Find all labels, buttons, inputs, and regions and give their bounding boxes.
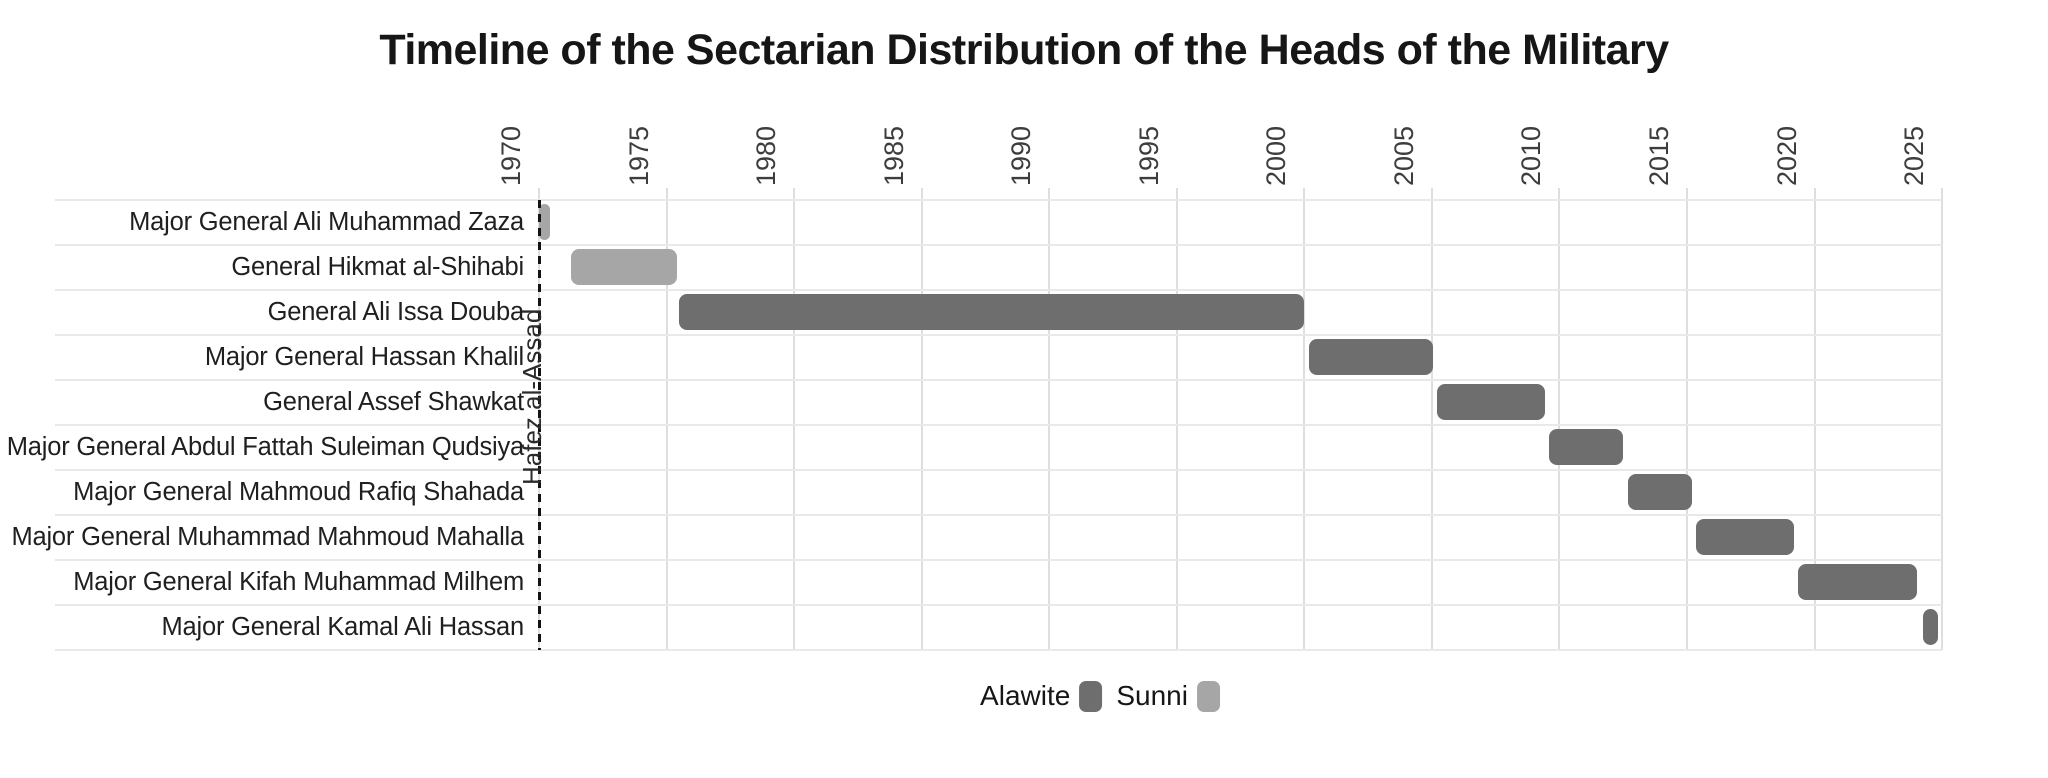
timeline-bar-alawite <box>1695 519 1795 555</box>
year-tick-label: 2005 <box>1388 125 1419 186</box>
timeline-bar-alawite <box>1309 339 1434 375</box>
chart-title: Timeline of the Sectarian Distribution o… <box>379 26 1669 74</box>
row-label: Major General Abdul Fattah Suleiman Quds… <box>6 433 524 461</box>
timeline-bar-alawite <box>1922 609 1939 645</box>
gridline <box>1941 188 1944 650</box>
row-label: General Ali Issa Douba <box>267 298 525 326</box>
era-divider-line <box>537 200 541 650</box>
timeline-bar-sunni <box>570 249 677 285</box>
timeline-bar-alawite <box>1436 384 1546 420</box>
year-tick-label: 2015 <box>1643 125 1674 186</box>
year-tick-label: 1970 <box>496 125 526 186</box>
row-separator-line <box>55 514 1943 516</box>
gridline <box>1813 188 1816 650</box>
row-label: Major General Kamal Ali Hassan <box>161 613 525 641</box>
gridline <box>1685 188 1688 650</box>
row-label: General Hikmat al-Shihabi <box>231 253 524 281</box>
timeline-bar-alawite <box>1797 564 1917 600</box>
row-label: Major General Ali Muhammad Zaza <box>129 208 524 236</box>
row-separator-line <box>55 244 1943 246</box>
gridline <box>1558 188 1561 650</box>
row-separator-line <box>55 424 1943 426</box>
row-separator-line <box>55 379 1943 381</box>
gridline <box>1048 188 1051 650</box>
year-tick-label: 2025 <box>1899 125 1930 186</box>
timeline-bar-alawite <box>1628 474 1693 510</box>
year-tick-label: 1975 <box>623 125 654 186</box>
legend-item: Alawite <box>980 680 1103 712</box>
legend-swatch <box>1196 680 1220 712</box>
year-tick-label: 2010 <box>1516 125 1547 186</box>
legend-label: Sunni <box>1116 680 1188 711</box>
row-label: Major General Mahmoud Rafiq Shahada <box>73 478 524 506</box>
row-label: General Assef Shawkat <box>263 388 524 416</box>
legend: Alawite Sunni <box>980 676 1220 716</box>
gridline <box>1303 188 1306 650</box>
gridline <box>793 188 796 650</box>
row-separator-line <box>55 649 1943 651</box>
row-label: Major General Kifah Muhammad Milhem <box>73 568 524 596</box>
legend-swatch <box>1079 680 1103 712</box>
row-separator-line <box>55 469 1943 471</box>
row-separator-line <box>55 289 1943 291</box>
timeline-bar-alawite <box>1549 429 1624 465</box>
year-tick-label: 1985 <box>878 125 909 186</box>
legend-label: Alawite <box>980 680 1071 711</box>
legend-item: Sunni <box>1116 680 1220 712</box>
row-label: Major General Hassan Khalil <box>204 343 524 371</box>
timeline-bar-alawite <box>679 294 1305 330</box>
gridline <box>1175 188 1178 650</box>
gridline <box>1430 188 1433 650</box>
year-tick-label: 2000 <box>1261 125 1292 186</box>
row-separator-line <box>55 559 1943 561</box>
gridline <box>920 188 923 650</box>
year-tick-label: 1980 <box>751 125 782 186</box>
gridline <box>665 188 668 650</box>
row-separator-line <box>55 199 1943 201</box>
row-separator-line <box>55 604 1943 606</box>
row-label: Major General Muhammad Mahmoud Mahalla <box>11 523 524 551</box>
year-tick-label: 2020 <box>1771 125 1802 186</box>
year-tick-label: 1995 <box>1133 125 1164 186</box>
timeline-bar-sunni <box>539 204 551 240</box>
era-divider-label: Hafez al-Assad <box>517 308 547 485</box>
year-tick-label: 1990 <box>1006 125 1037 186</box>
row-separator-line <box>55 334 1943 336</box>
